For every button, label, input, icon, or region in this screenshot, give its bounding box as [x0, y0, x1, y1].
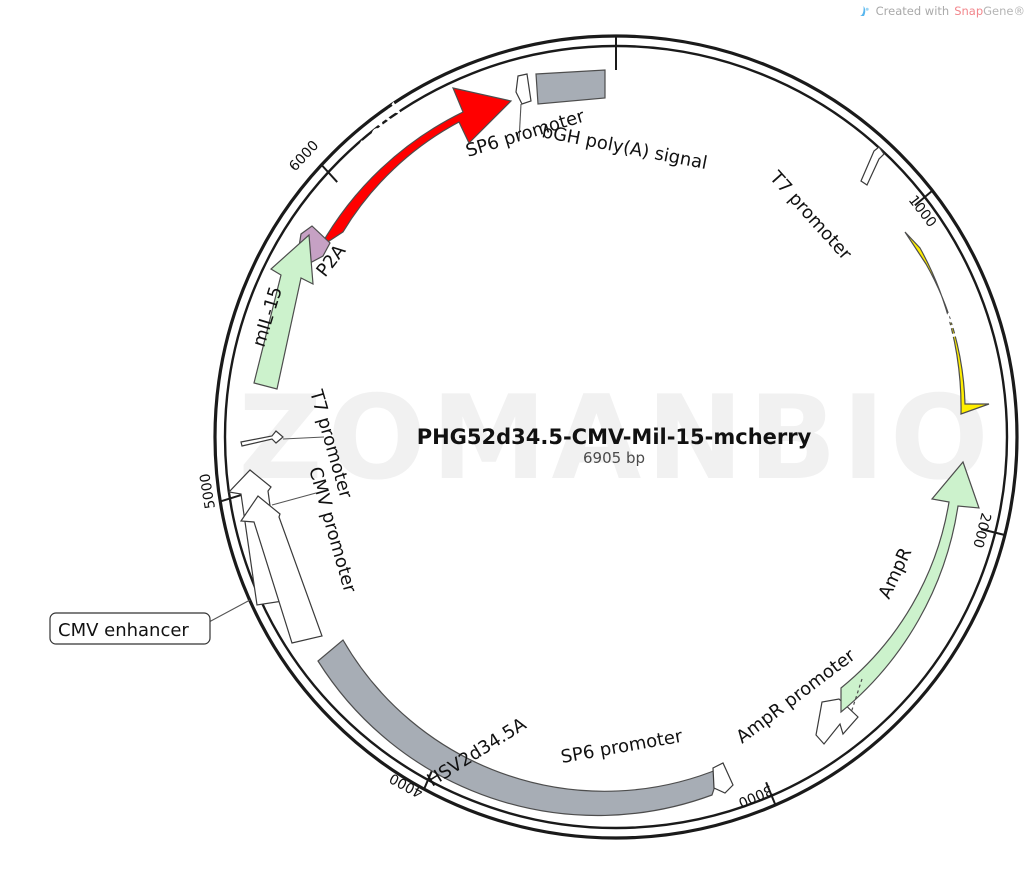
sp6-promoter-bottom-shape[interactable] — [712, 762, 734, 794]
t7-promoter-left-shape[interactable] — [240, 430, 284, 447]
cmv-enhancer-shape[interactable] — [239, 495, 323, 644]
ampr-label: AmpR — [874, 544, 916, 602]
ampr-shape[interactable] — [840, 460, 980, 714]
feature-t7-promoter-right[interactable]: T7 promoter — [765, 146, 885, 265]
ori-label: ori — [941, 309, 967, 340]
tick-label-2000: 2000 — [969, 511, 993, 549]
bgh-polya-signal-shape[interactable] — [535, 69, 606, 105]
tick-label-5000: 5000 — [197, 472, 219, 510]
ampr-promoter-shape[interactable] — [815, 698, 859, 745]
feature-hsv2d34-5a[interactable]: HSV2d34.5A — [317, 639, 722, 817]
credit-brand-gene: Gene — [983, 4, 1014, 18]
snapgene-credit: Created with SnapGene® — [858, 4, 1025, 18]
sp6-promoter-top-shape[interactable] — [515, 73, 532, 105]
tick-label-3000: 3000 — [736, 781, 775, 810]
t7-promoter-right-label: T7 promoter — [765, 167, 856, 265]
cmv-enhancer-label: CMV enhancer — [58, 620, 189, 641]
feature-mcherry[interactable]: mCherry — [319, 87, 513, 248]
sp6-promoter-bottom-label: SP6 promoter — [559, 726, 684, 768]
plasmid-size-label: 6905 bp — [583, 449, 645, 467]
mcherry-shape[interactable] — [319, 87, 513, 248]
credit-prefix: Created with — [875, 4, 950, 18]
cmv-enhancer-callout-box[interactable] — [49, 612, 211, 645]
t7-promoter-right-shape[interactable] — [860, 146, 885, 186]
mil-15-shape[interactable] — [253, 233, 314, 390]
feature-cmv-enhancer[interactable]: CMV enhancer — [49, 495, 323, 645]
watermark-zomanbio: ZOMANBIO — [238, 371, 993, 506]
credit-brand-snap: Snap — [954, 4, 984, 18]
credit-registered-mark: ® — [1013, 4, 1026, 18]
snapgene-logo-icon — [859, 5, 869, 16]
plasmid-title: PHG52d34.5-CMV-Mil-15-mcherry — [417, 425, 812, 449]
tick-5000: 5000 — [197, 472, 243, 510]
ori-shape[interactable] — [904, 231, 990, 415]
